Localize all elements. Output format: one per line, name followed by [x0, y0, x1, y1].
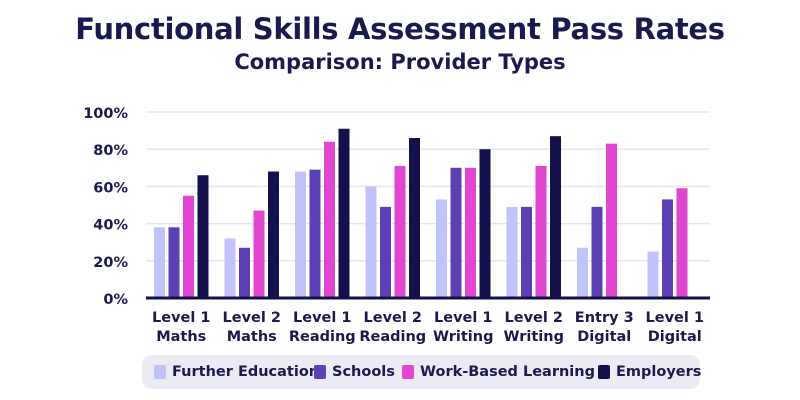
legend-label: Schools — [332, 364, 395, 380]
bar-work-based-learning — [535, 165, 547, 298]
bar-further-education — [365, 186, 377, 298]
y-tick-label: 0% — [103, 292, 128, 308]
bar-work-based-learning — [465, 167, 476, 298]
bar-further-education — [436, 199, 447, 298]
bar-further-education — [224, 238, 236, 298]
bar-further-education — [154, 227, 165, 298]
bar-schools — [591, 206, 603, 298]
legend-label: Employers — [616, 364, 702, 380]
bar-chart: 0% 20% 40% 60% 80% 100% Level 1 Maths Level 2 Mat… — [83, 106, 710, 345]
x-tick-label: Level 1 Maths — [152, 310, 210, 345]
chart-subtitle: Comparison: Provider Types — [234, 50, 566, 74]
y-tick-label: 60% — [93, 180, 128, 196]
legend-item-schools: Schools — [314, 363, 395, 381]
x-tick-label: Level 2 Reading — [359, 310, 426, 345]
bar-schools — [309, 169, 321, 298]
bar-work-based-learning — [606, 143, 617, 298]
legend-swatch — [402, 365, 414, 379]
x-tick-label: Entry 3 Digital — [575, 310, 634, 345]
bar-work-based-learning — [183, 195, 194, 298]
legend-item-employers: Employers — [598, 363, 701, 381]
bar-employers — [409, 138, 420, 298]
y-tick-label: 40% — [93, 218, 128, 234]
x-tick-label: Level 1 Writing — [433, 310, 493, 345]
x-tick-label: Level 2 Maths — [223, 310, 281, 345]
legend-label: Further Education — [172, 364, 320, 380]
legend-swatch — [598, 365, 610, 379]
bar-schools — [521, 206, 532, 298]
bar-further-education — [295, 171, 306, 298]
bar-further-education — [506, 206, 518, 298]
legend-swatch — [314, 365, 326, 379]
y-tick-label: 20% — [93, 255, 128, 271]
legend-item-work-based-learning: Work-Based Learning — [402, 363, 595, 381]
bar-schools — [168, 227, 180, 298]
bar-schools — [239, 247, 250, 298]
bar-employers — [479, 149, 491, 298]
legend-swatch — [154, 365, 166, 379]
bar-schools — [450, 167, 462, 298]
bar-schools — [380, 206, 391, 298]
y-tick-label: 80% — [93, 143, 128, 159]
legend: Further Education Schools Work-Based Lea… — [142, 355, 701, 389]
bar-schools — [662, 199, 673, 298]
chart-title: Functional Skills Assessment Pass Rates — [75, 12, 725, 46]
bar-work-based-learning — [394, 165, 406, 298]
x-tick-label: Level 1 Reading — [289, 310, 356, 345]
legend-label: Work-Based Learning — [420, 364, 595, 380]
bar-work-based-learning — [676, 188, 688, 298]
x-tick-label: Level 2 Writing — [504, 310, 564, 345]
bar-work-based-learning — [253, 210, 265, 298]
bar-employers — [338, 128, 350, 298]
y-tick-label: 100% — [83, 106, 128, 122]
legend-item-further-education: Further Education — [154, 363, 319, 381]
bar-employers — [268, 171, 279, 298]
bar-work-based-learning — [324, 141, 335, 298]
bar-further-education — [577, 247, 588, 298]
x-tick-label: Level 1 Digital — [646, 310, 704, 345]
bar-employers — [550, 136, 561, 298]
bar-further-education — [647, 251, 659, 298]
bar-employers — [197, 175, 209, 298]
